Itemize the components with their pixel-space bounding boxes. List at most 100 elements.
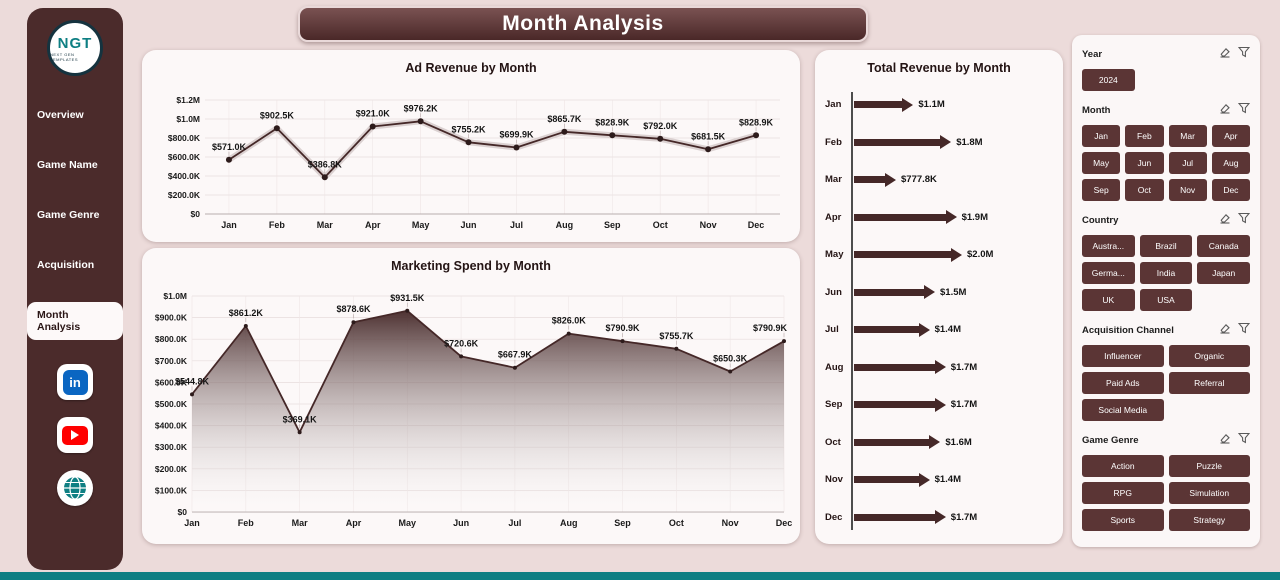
filter-option-canada[interactable]: Canada [1197, 235, 1250, 257]
revenue-bar[interactable] [854, 438, 930, 446]
revenue-row[interactable]: Aug $1.7M [825, 360, 1059, 375]
filter-option-mar[interactable]: Mar [1168, 125, 1207, 147]
page-title: Month Analysis [298, 6, 868, 42]
filter-option-jul[interactable]: Jul [1168, 152, 1207, 174]
slicer-label: Country [1082, 214, 1119, 226]
filter-option-simulation[interactable]: Simulation [1168, 482, 1250, 504]
svg-text:$755.7K: $755.7K [659, 331, 694, 341]
sidebar-item-acquisition[interactable]: Acquisition [37, 259, 95, 271]
revenue-row[interactable]: Jul $1.4M [825, 322, 1059, 337]
clear-selections-icon[interactable] [1219, 45, 1231, 63]
svg-text:Jul: Jul [510, 220, 523, 230]
ad-revenue-card: Ad Revenue by Month $0 $200.0K $400.0K $600… [142, 50, 800, 242]
filter-option-organic[interactable]: Organic [1168, 345, 1250, 367]
filter-option-oct[interactable]: Oct [1125, 179, 1164, 201]
filter-icon[interactable] [1237, 321, 1251, 339]
clear-selections-icon[interactable] [1219, 431, 1231, 449]
filter-option-aug[interactable]: Aug [1211, 152, 1250, 174]
revenue-row[interactable]: Jan $1.1M [825, 97, 1059, 112]
sidebar-item-month-analysis[interactable]: Month Analysis [27, 302, 123, 340]
svg-text:Oct: Oct [669, 518, 684, 528]
sidebar-item-overview[interactable]: Overview [37, 109, 84, 121]
total-revenue-chart[interactable]: Jan $1.1M Feb $1.8M Mar $777.8K Apr $1.9M May $2.… [825, 86, 1059, 536]
filter-option-may[interactable]: May [1082, 152, 1121, 174]
revenue-bar[interactable] [854, 101, 903, 109]
svg-text:Aug: Aug [556, 220, 574, 230]
globe-icon[interactable] [57, 470, 93, 506]
filter-option-strategy[interactable]: Strategy [1168, 509, 1250, 531]
bottom-accent-strip [0, 572, 1280, 580]
revenue-bar[interactable] [854, 363, 935, 371]
filter-option-social-media[interactable]: Social Media [1082, 399, 1164, 421]
filter-option-jan[interactable]: Jan [1082, 125, 1121, 147]
revenue-bar[interactable] [854, 213, 946, 221]
revenue-bar[interactable] [854, 513, 935, 521]
filter-option-japan[interactable]: Japan [1197, 262, 1250, 284]
marketing-spend-chart[interactable]: $0 $100.0K $200.0K $300.0K $400.0K $500.0K $60… [150, 278, 792, 538]
filter-option-sep[interactable]: Sep [1082, 179, 1121, 201]
filter-option-germa-[interactable]: Germa... [1082, 262, 1135, 284]
revenue-row[interactable]: Jun $1.5M [825, 285, 1059, 300]
filter-option-jun[interactable]: Jun [1125, 152, 1164, 174]
filter-option-influencer[interactable]: Influencer [1082, 345, 1164, 367]
filter-icon[interactable] [1237, 101, 1251, 119]
revenue-bar[interactable] [854, 138, 941, 146]
svg-text:$681.5K: $681.5K [691, 131, 726, 141]
filter-option-dec[interactable]: Dec [1211, 179, 1250, 201]
slicer-game-genre: Game Genre Action Puzzle RPG Simulation Sport… [1082, 431, 1251, 531]
revenue-row[interactable]: Feb $1.8M [825, 135, 1059, 150]
sidebar-item-game-genre[interactable]: Game Genre [37, 209, 100, 221]
revenue-row[interactable]: Nov $1.4M [825, 472, 1059, 487]
revenue-row[interactable]: Dec $1.7M [825, 510, 1059, 525]
revenue-row[interactable]: Sep $1.7M [825, 397, 1059, 412]
revenue-month-label: Apr [825, 211, 842, 223]
clear-selections-icon[interactable] [1219, 101, 1231, 119]
filter-option-2024[interactable]: 2024 [1082, 69, 1135, 91]
revenue-row[interactable]: Apr $1.9M [825, 210, 1059, 225]
filter-option-austra-[interactable]: Austra... [1082, 235, 1135, 257]
filter-option-paid-ads[interactable]: Paid Ads [1082, 372, 1164, 394]
youtube-icon[interactable] [57, 417, 93, 453]
clear-selections-icon[interactable] [1219, 211, 1231, 229]
svg-text:$921.0K: $921.0K [356, 109, 391, 119]
filter-option-rpg[interactable]: RPG [1082, 482, 1164, 504]
filter-option-brazil[interactable]: Brazil [1139, 235, 1193, 257]
filter-icon[interactable] [1237, 211, 1251, 229]
slicer-country: Country Austra... Brazil Canada Germa... Indi… [1082, 211, 1251, 311]
sidebar-item-game-name[interactable]: Game Name [37, 159, 98, 171]
revenue-bar-arrowhead [918, 322, 930, 337]
revenue-bar[interactable] [854, 326, 919, 334]
revenue-bar[interactable] [854, 176, 885, 184]
revenue-row[interactable]: Mar $777.8K [825, 172, 1059, 187]
filter-option-apr[interactable]: Apr [1211, 125, 1250, 147]
filter-icon[interactable] [1237, 431, 1251, 449]
ad-revenue-chart[interactable]: $0 $200.0K $400.0K $600.0K $800.0K $1.0M $1.2M… [150, 80, 792, 238]
filter-option-usa[interactable]: USA [1139, 289, 1193, 311]
filter-option-sports[interactable]: Sports [1082, 509, 1164, 531]
filter-icon[interactable] [1237, 45, 1251, 63]
filter-option-puzzle[interactable]: Puzzle [1168, 455, 1250, 477]
filter-option-uk[interactable]: UK [1082, 289, 1135, 311]
slicer-options: Austra... Brazil Canada Germa... India Japan U… [1082, 235, 1250, 311]
revenue-row[interactable]: May $2.0M [825, 247, 1059, 262]
revenue-bar[interactable] [854, 476, 919, 484]
svg-text:$902.5K: $902.5K [260, 110, 295, 120]
revenue-month-label: Jan [825, 99, 842, 111]
revenue-row[interactable]: Oct $1.6M [825, 435, 1059, 450]
filter-option-referral[interactable]: Referral [1168, 372, 1250, 394]
revenue-bar[interactable] [854, 288, 924, 296]
marketing-spend-title: Marketing Spend by Month [391, 259, 551, 273]
svg-text:Jun: Jun [461, 220, 477, 230]
revenue-value-label: $1.5M [940, 286, 967, 298]
clear-selections-icon[interactable] [1219, 321, 1231, 339]
revenue-bar-arrowhead [924, 285, 935, 300]
filter-option-feb[interactable]: Feb [1125, 125, 1164, 147]
revenue-bar-track: $1.6M [851, 435, 1059, 450]
revenue-bar[interactable] [854, 401, 935, 409]
filter-option-nov[interactable]: Nov [1168, 179, 1207, 201]
filter-option-india[interactable]: India [1139, 262, 1193, 284]
linkedin-icon[interactable]: in [57, 364, 93, 400]
revenue-bar[interactable] [854, 251, 951, 259]
filter-option-action[interactable]: Action [1082, 455, 1164, 477]
svg-text:Sep: Sep [604, 220, 621, 230]
